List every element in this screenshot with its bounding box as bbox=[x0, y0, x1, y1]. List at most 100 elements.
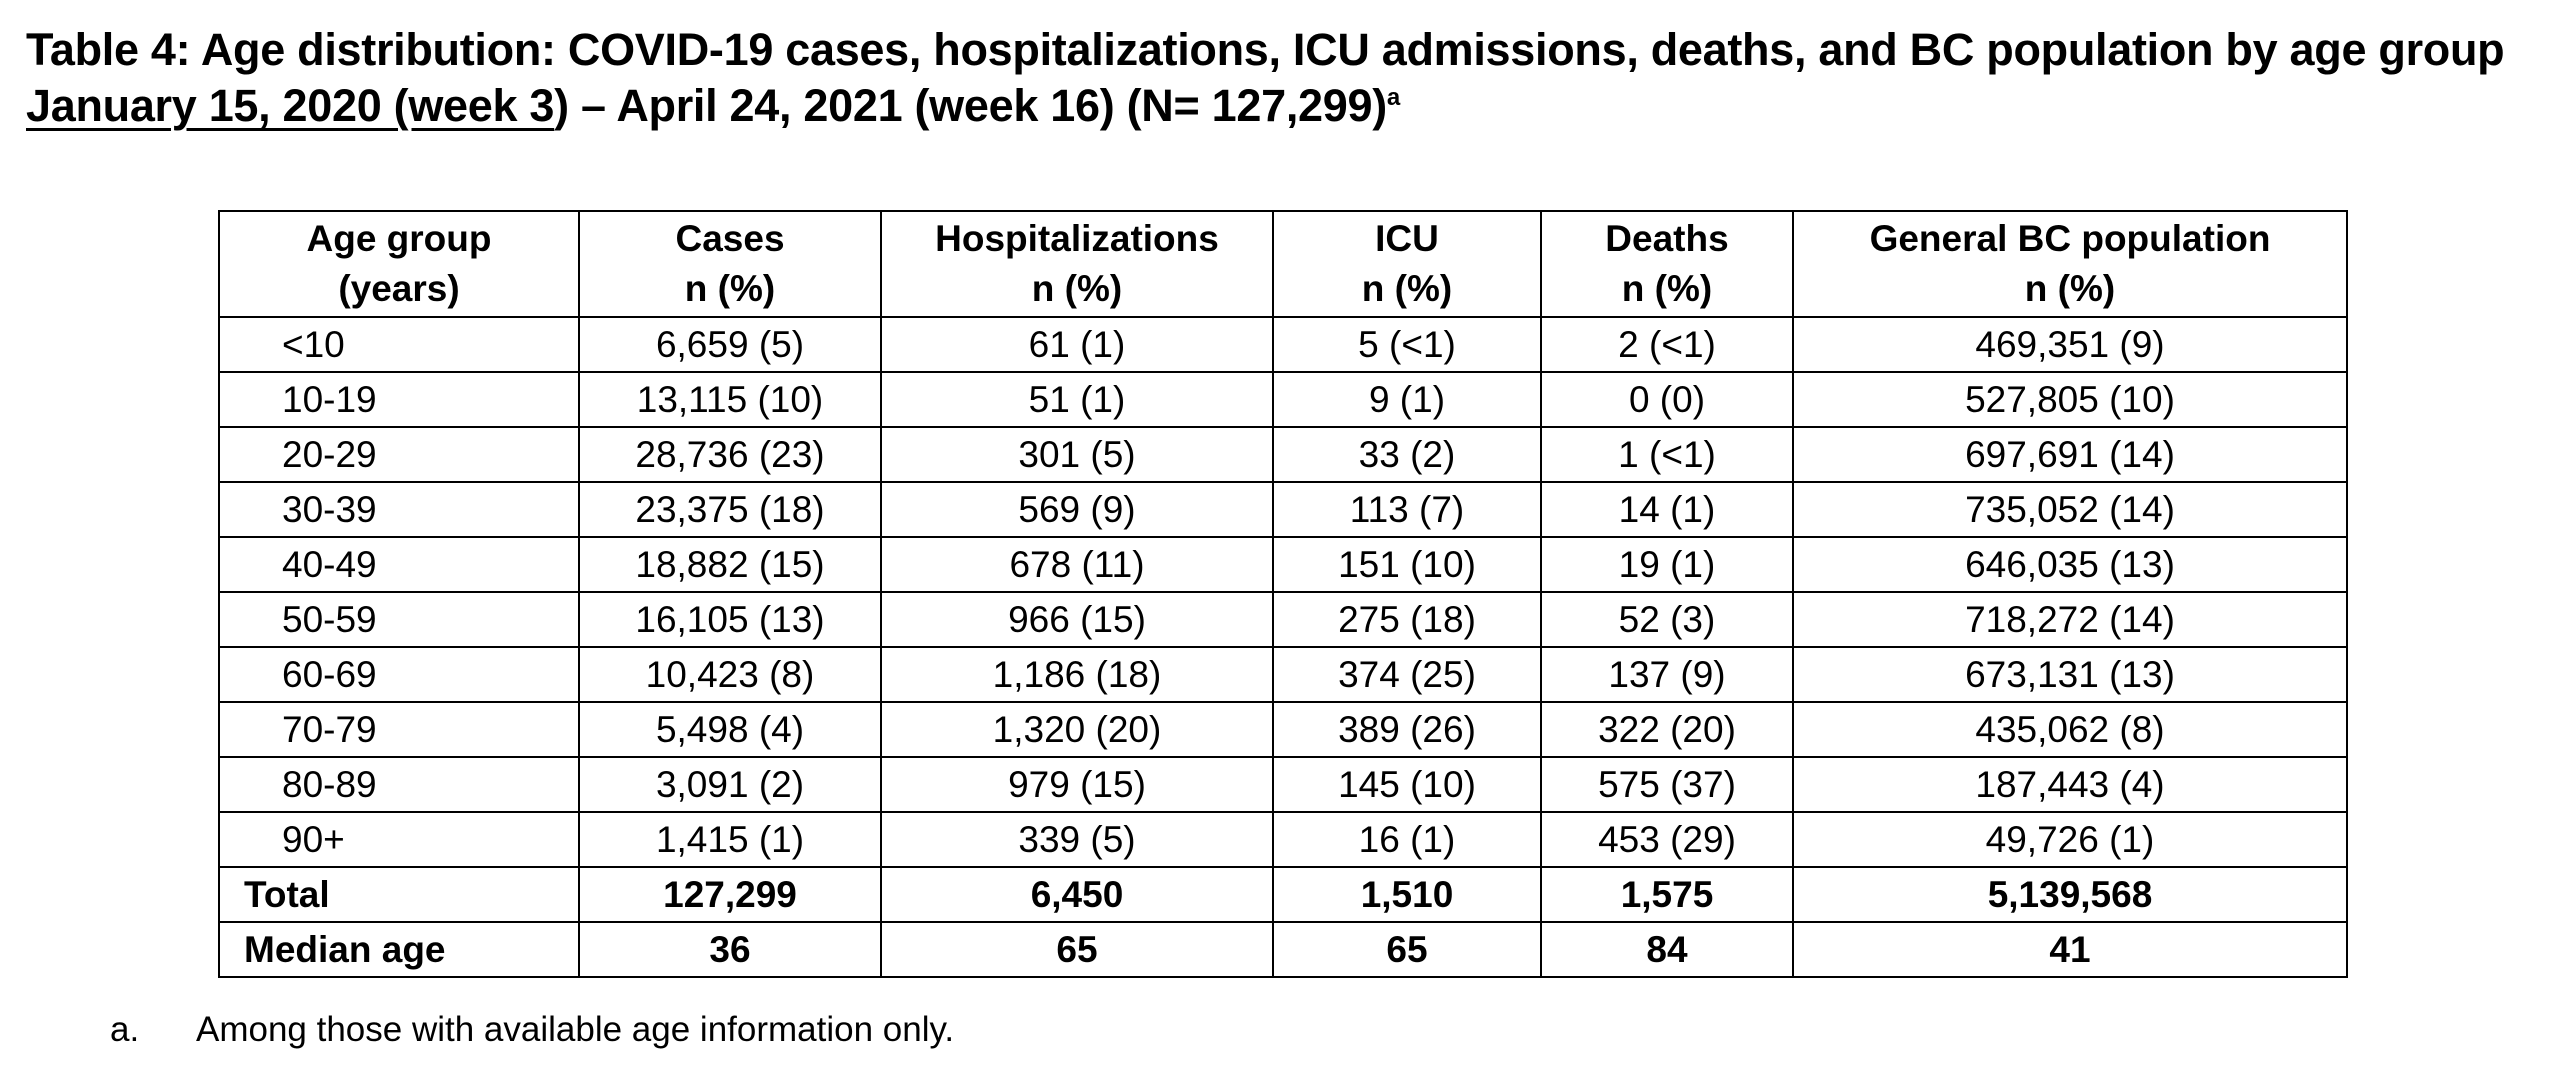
cases-cell: 10,423 (8) bbox=[578, 646, 882, 703]
icu-cell: 16 (1) bbox=[1272, 811, 1542, 868]
population-cell: 435,062 (8) bbox=[1792, 701, 2348, 758]
cases-cell: 6,659 (5) bbox=[578, 316, 882, 373]
icu-cell: 113 (7) bbox=[1272, 481, 1542, 538]
cases-cell: 16,105 (13) bbox=[578, 591, 882, 648]
table-row: 80-89 3,091 (2) 979 (15) 145 (10) 575 (3… bbox=[218, 756, 2348, 813]
deaths-cell: 19 (1) bbox=[1540, 536, 1794, 593]
cases-cell: 23,375 (18) bbox=[578, 481, 882, 538]
title-line-2: January 15, 2020 (week 3) – April 24, 20… bbox=[26, 78, 2504, 134]
population-cell: 673,131 (13) bbox=[1792, 646, 2348, 703]
population-cell: 735,052 (14) bbox=[1792, 481, 2348, 538]
population-cell: 646,035 (13) bbox=[1792, 536, 2348, 593]
cases-cell: 5,498 (4) bbox=[578, 701, 882, 758]
header-row: Age group (years) Cases n (%) Hospitalizat… bbox=[218, 210, 2348, 318]
title-line-1: Table 4: Age distribution: COVID-19 case… bbox=[26, 24, 2505, 75]
population-cell: 469,351 (9) bbox=[1792, 316, 2348, 373]
cases-total-cell: 127,299 bbox=[578, 866, 882, 923]
population-cell: 697,691 (14) bbox=[1792, 426, 2348, 483]
deaths-cell: 0 (0) bbox=[1540, 371, 1794, 428]
table-row: 70-79 5,498 (4) 1,320 (20) 389 (26) 322 … bbox=[218, 701, 2348, 758]
title-date-range-underlined: January 15, 2020 (week 3 bbox=[26, 80, 555, 131]
population-cell: 187,443 (4) bbox=[1792, 756, 2348, 813]
cases-cell: 28,736 (23) bbox=[578, 426, 882, 483]
deaths-cell: 2 (<1) bbox=[1540, 316, 1794, 373]
cases-median-cell: 36 bbox=[578, 921, 882, 978]
icu-cell: 33 (2) bbox=[1272, 426, 1542, 483]
age-group-cell: 60-69 bbox=[218, 646, 580, 703]
total-row: Total 127,299 6,450 1,510 1,575 5,139,56… bbox=[218, 866, 2348, 923]
icu-cell: 145 (10) bbox=[1272, 756, 1542, 813]
header-deaths: Deaths n (%) bbox=[1540, 210, 1794, 318]
deaths-cell: 137 (9) bbox=[1540, 646, 1794, 703]
deaths-median-cell: 84 bbox=[1540, 921, 1794, 978]
age-group-cell: 90+ bbox=[218, 811, 580, 868]
population-cell: 718,272 (14) bbox=[1792, 591, 2348, 648]
total-label-cell: Total bbox=[218, 866, 580, 923]
hospitalizations-cell: 966 (15) bbox=[880, 591, 1274, 648]
header-icu: ICU n (%) bbox=[1272, 210, 1542, 318]
table-row: 60-69 10,423 (8) 1,186 (18) 374 (25) 137… bbox=[218, 646, 2348, 703]
age-group-cell: 30-39 bbox=[218, 481, 580, 538]
footnote: a. Among those with available age informa… bbox=[110, 1010, 954, 1050]
icu-cell: 374 (25) bbox=[1272, 646, 1542, 703]
footnote-text: Among those with available age informati… bbox=[196, 1010, 955, 1049]
table-title: Table 4: Age distribution: COVID-19 case… bbox=[26, 22, 2505, 134]
header-cases: Cases n (%) bbox=[578, 210, 882, 318]
hospitalizations-cell: 1,320 (20) bbox=[880, 701, 1274, 758]
title-footnote-marker: a bbox=[1386, 84, 1400, 111]
deaths-cell: 1 (<1) bbox=[1540, 426, 1794, 483]
header-bc-population: General BC population n (%) bbox=[1792, 210, 2348, 318]
title-date-range-rest: ) – April 24, 2021 (week 16) (N= 127,299… bbox=[554, 80, 1387, 131]
age-group-cell: 80-89 bbox=[218, 756, 580, 813]
age-distribution-table: Age group (years) Cases n (%) Hospitalizat… bbox=[218, 210, 2348, 978]
hospitalizations-total-cell: 6,450 bbox=[880, 866, 1274, 923]
age-group-cell: <10 bbox=[218, 316, 580, 373]
deaths-cell: 453 (29) bbox=[1540, 811, 1794, 868]
table-row: 10-19 13,115 (10) 51 (1) 9 (1) 0 (0) 527… bbox=[218, 371, 2348, 428]
cases-cell: 1,415 (1) bbox=[578, 811, 882, 868]
population-total-cell: 5,139,568 bbox=[1792, 866, 2348, 923]
icu-total-cell: 1,510 bbox=[1272, 866, 1542, 923]
icu-cell: 389 (26) bbox=[1272, 701, 1542, 758]
deaths-total-cell: 1,575 bbox=[1540, 866, 1794, 923]
hospitalizations-cell: 678 (11) bbox=[880, 536, 1274, 593]
icu-cell: 151 (10) bbox=[1272, 536, 1542, 593]
median-age-row: Median age 36 65 65 84 41 bbox=[218, 921, 2348, 978]
table-row: 30-39 23,375 (18) 569 (9) 113 (7) 14 (1)… bbox=[218, 481, 2348, 538]
deaths-cell: 14 (1) bbox=[1540, 481, 1794, 538]
hospitalizations-median-cell: 65 bbox=[880, 921, 1274, 978]
age-group-cell: 40-49 bbox=[218, 536, 580, 593]
table-row: 50-59 16,105 (13) 966 (15) 275 (18) 52 (… bbox=[218, 591, 2348, 648]
hospitalizations-cell: 301 (5) bbox=[880, 426, 1274, 483]
median-age-label-cell: Median age bbox=[218, 921, 580, 978]
header-age-group: Age group (years) bbox=[218, 210, 580, 318]
cases-cell: 13,115 (10) bbox=[578, 371, 882, 428]
hospitalizations-cell: 1,186 (18) bbox=[880, 646, 1274, 703]
hospitalizations-cell: 979 (15) bbox=[880, 756, 1274, 813]
icu-cell: 9 (1) bbox=[1272, 371, 1542, 428]
age-group-cell: 50-59 bbox=[218, 591, 580, 648]
header-hospitalizations: Hospitalizations n (%) bbox=[880, 210, 1274, 318]
age-group-cell: 10-19 bbox=[218, 371, 580, 428]
population-cell: 49,726 (1) bbox=[1792, 811, 2348, 868]
hospitalizations-cell: 569 (9) bbox=[880, 481, 1274, 538]
hospitalizations-cell: 61 (1) bbox=[880, 316, 1274, 373]
age-group-cell: 70-79 bbox=[218, 701, 580, 758]
population-median-cell: 41 bbox=[1792, 921, 2348, 978]
deaths-cell: 322 (20) bbox=[1540, 701, 1794, 758]
table-row: 20-29 28,736 (23) 301 (5) 33 (2) 1 (<1) … bbox=[218, 426, 2348, 483]
age-group-cell: 20-29 bbox=[218, 426, 580, 483]
footnote-marker: a. bbox=[110, 1010, 140, 1049]
hospitalizations-cell: 339 (5) bbox=[880, 811, 1274, 868]
icu-median-cell: 65 bbox=[1272, 921, 1542, 978]
deaths-cell: 52 (3) bbox=[1540, 591, 1794, 648]
table-row: <10 6,659 (5) 61 (1) 5 (<1) 2 (<1) 469,3… bbox=[218, 316, 2348, 373]
table-row: 40-49 18,882 (15) 678 (11) 151 (10) 19 (… bbox=[218, 536, 2348, 593]
hospitalizations-cell: 51 (1) bbox=[880, 371, 1274, 428]
table-row: 90+ 1,415 (1) 339 (5) 16 (1) 453 (29) 49… bbox=[218, 811, 2348, 868]
cases-cell: 3,091 (2) bbox=[578, 756, 882, 813]
cases-cell: 18,882 (15) bbox=[578, 536, 882, 593]
population-cell: 527,805 (10) bbox=[1792, 371, 2348, 428]
icu-cell: 5 (<1) bbox=[1272, 316, 1542, 373]
icu-cell: 275 (18) bbox=[1272, 591, 1542, 648]
